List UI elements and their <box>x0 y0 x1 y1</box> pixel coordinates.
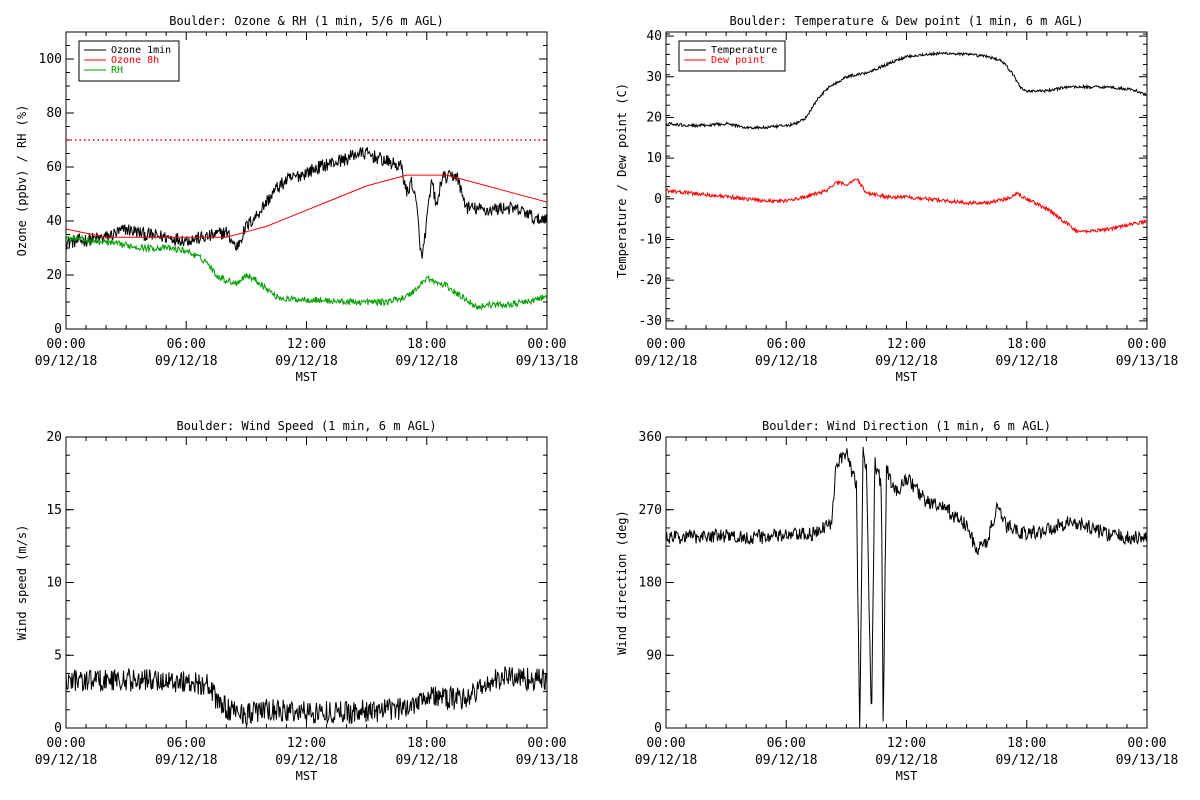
y-axis-label: Temperature / Dew point (C) <box>615 83 629 278</box>
x-tick-date-label: 09/12/18 <box>635 753 698 768</box>
x-tick-time-label: 12:00 <box>887 337 926 352</box>
legend-box <box>678 40 786 72</box>
series-line-rh <box>66 234 547 311</box>
x-tick-time-label: 18:00 <box>407 736 446 751</box>
y-tick-label: 20 <box>46 430 62 445</box>
x-tick-date-label: 09/12/18 <box>155 354 218 369</box>
x-tick-time-label: 06:00 <box>167 337 206 352</box>
x-tick-time-label: 00:00 <box>646 337 685 352</box>
chart-panel-2: Boulder: Temperature & Dew point (1 min,… <box>615 14 1178 384</box>
chart-title: Boulder: Wind Speed (1 min, 6 m AGL) <box>176 419 436 433</box>
y-tick-label: 20 <box>46 268 62 283</box>
x-tick-time-label: 00:00 <box>527 736 566 751</box>
x-tick-time-label: 12:00 <box>287 736 326 751</box>
series-line-series <box>66 666 547 726</box>
y-tick-label: 20 <box>646 110 662 125</box>
plot-frame <box>665 31 1148 330</box>
x-tick-date-label: 09/13/18 <box>1116 354 1179 369</box>
y-tick-label: 90 <box>646 648 662 663</box>
y-tick-label: -10 <box>639 232 662 247</box>
y-tick-label: 360 <box>639 430 662 445</box>
chart-panel-3: Boulder: Wind Speed (1 min, 6 m AGL) 0 5 10… <box>15 419 578 783</box>
x-tick-date-label: 09/13/18 <box>516 753 579 768</box>
chart-title: Boulder: Temperature & Dew point (1 min,… <box>729 14 1083 28</box>
y-tick-label: 0 <box>654 721 662 736</box>
x-tick-date-label: 09/13/18 <box>516 354 579 369</box>
y-tick-label: 40 <box>646 29 662 44</box>
x-tick-time-label: 12:00 <box>887 736 926 751</box>
y-axis-label: Ozone (ppbv) / RH (%) <box>15 105 29 257</box>
chart-title: Boulder: Ozone & RH (1 min, 5/6 m AGL) <box>169 14 444 28</box>
x-tick-date-label: 09/12/18 <box>995 753 1058 768</box>
y-tick-label: 0 <box>654 192 662 207</box>
plot-frame <box>65 436 548 729</box>
x-axis-label: MST <box>896 370 918 384</box>
series-line-ozone-8h <box>66 174 547 238</box>
x-tick-date-label: 09/12/18 <box>35 354 98 369</box>
x-tick-date-label: 09/12/18 <box>995 354 1058 369</box>
x-tick-time-label: 06:00 <box>167 736 206 751</box>
legend-label-ozone-8h: Ozone 8h <box>111 55 159 66</box>
x-tick-time-label: 00:00 <box>646 736 685 751</box>
x-tick-time-label: 18:00 <box>1007 736 1046 751</box>
x-tick-date-label: 09/12/18 <box>395 354 458 369</box>
legend-label-ozone-1min: Ozone 1min <box>111 45 171 56</box>
y-tick-label: 0 <box>54 322 62 337</box>
y-tick-label: 0 <box>54 721 62 736</box>
legend-label-rh: RH <box>111 65 123 76</box>
y-tick-label: 270 <box>639 503 662 518</box>
legend-box <box>78 40 180 82</box>
y-tick-label: 80 <box>46 106 62 121</box>
y-axis-label: Wind speed (m/s) <box>15 525 29 641</box>
chart-panel-1: Boulder: Ozone & RH (1 min, 5/6 m AGL) 0 2… <box>15 14 578 384</box>
x-tick-date-label: 09/12/18 <box>755 753 818 768</box>
y-tick-label: 10 <box>646 151 662 166</box>
y-tick-label: 100 <box>39 52 62 67</box>
x-tick-date-label: 09/12/18 <box>755 354 818 369</box>
y-tick-label: 5 <box>54 648 62 663</box>
x-tick-date-label: 09/12/18 <box>875 753 938 768</box>
x-tick-date-label: 09/12/18 <box>155 753 218 768</box>
x-tick-time-label: 18:00 <box>1007 337 1046 352</box>
series-line-temperature <box>666 50 1147 131</box>
y-tick-label: 30 <box>646 70 662 85</box>
x-axis-label: MST <box>896 769 918 783</box>
x-tick-date-label: 09/12/18 <box>875 354 938 369</box>
y-axis-label: Wind direction (deg) <box>615 510 629 655</box>
x-tick-date-label: 09/12/18 <box>275 753 338 768</box>
chart-title: Boulder: Wind Direction (1 min, 6 m AGL) <box>762 419 1051 433</box>
chart-panel-4: Boulder: Wind Direction (1 min, 6 m AGL)… <box>615 419 1178 783</box>
y-tick-label: -30 <box>639 314 662 329</box>
series-line-ozone-1min <box>66 147 547 259</box>
y-tick-label: 40 <box>46 214 62 229</box>
x-tick-time-label: 00:00 <box>527 337 566 352</box>
legend-label-dew-point: Dew point <box>711 55 765 66</box>
x-axis-label: MST <box>296 769 318 783</box>
legend-label-temperature: Temperature <box>711 45 777 56</box>
y-tick-label: 15 <box>46 503 62 518</box>
x-tick-time-label: 00:00 <box>46 736 85 751</box>
x-tick-time-label: 18:00 <box>407 337 446 352</box>
y-tick-label: 60 <box>46 160 62 175</box>
x-tick-date-label: 09/13/18 <box>1116 753 1179 768</box>
x-tick-time-label: 00:00 <box>1127 337 1166 352</box>
x-tick-date-label: 09/12/18 <box>275 354 338 369</box>
x-tick-date-label: 09/12/18 <box>635 354 698 369</box>
x-axis-label: MST <box>296 370 318 384</box>
x-tick-time-label: 00:00 <box>46 337 85 352</box>
x-tick-time-label: 00:00 <box>1127 736 1166 751</box>
series-line-series <box>666 446 1147 728</box>
x-tick-date-label: 09/12/18 <box>35 753 98 768</box>
x-tick-time-label: 06:00 <box>767 337 806 352</box>
series-line-dew-point <box>666 178 1147 235</box>
y-tick-label: 180 <box>639 576 662 591</box>
y-tick-label: -20 <box>639 273 662 288</box>
x-tick-time-label: 12:00 <box>287 337 326 352</box>
x-tick-time-label: 06:00 <box>767 736 806 751</box>
x-tick-date-label: 09/12/18 <box>395 753 458 768</box>
y-tick-label: 10 <box>46 576 62 591</box>
